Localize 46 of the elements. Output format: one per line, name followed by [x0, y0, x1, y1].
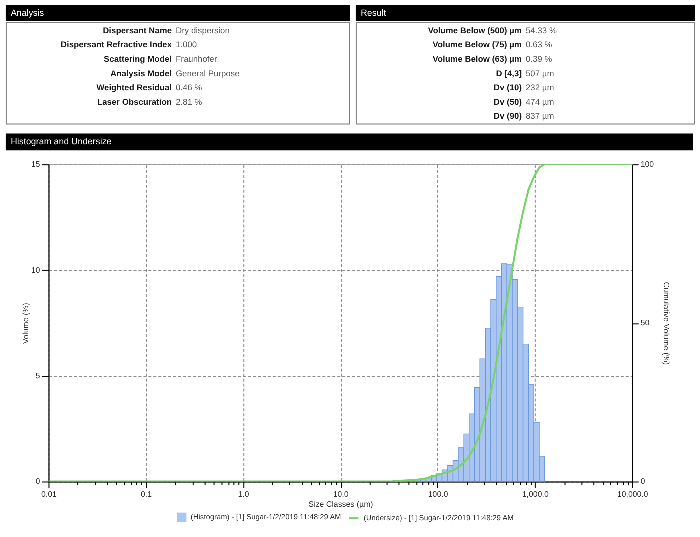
text: Analysis: [10, 8, 45, 18]
x-tick-label: 0.1: [140, 490, 153, 500]
text: Volume Below (500) µm: [428, 25, 522, 36]
text: 837 µm: [526, 111, 554, 122]
x-tick-label: 10,000.0: [617, 490, 649, 500]
text: 474 µm: [526, 96, 554, 107]
text: 2.81 %: [176, 96, 203, 107]
text: Volume Below (63) µm: [432, 54, 522, 64]
y-tick-label: 5: [36, 372, 41, 381]
text: Result: [360, 8, 387, 18]
y2-axis-title: Cumulative Volume (%): [662, 282, 672, 366]
y2-tick-label: 0: [640, 477, 646, 486]
text: D [4,3]: [496, 68, 522, 78]
text: Analysis Model: [110, 68, 172, 78]
text: Dv (50): [494, 96, 522, 107]
text: 0.63 %: [526, 40, 553, 50]
text: Weighted Residual: [96, 82, 172, 93]
y-tick-label: 0: [36, 477, 41, 486]
x-axis-title: Size Classes (µm): [308, 500, 374, 510]
text: Dv (90): [494, 111, 522, 122]
y-tick-label: 15: [31, 160, 41, 170]
x-tick-label: 100.0: [428, 490, 449, 500]
text: Scattering Model: [104, 54, 172, 64]
y2-tick-label: 100: [640, 160, 655, 170]
text: Laser Obscuration: [97, 96, 172, 107]
text: Dv (10): [494, 82, 522, 93]
text: 507 µm: [526, 68, 554, 78]
y-tick-label: 10: [31, 266, 41, 275]
text: Volume Below (75) µm: [432, 40, 522, 50]
text: 0.39 %: [526, 54, 553, 64]
text: 1.000: [176, 40, 198, 50]
text: 54.33 %: [526, 25, 558, 36]
text: Dispersant Refractive Index: [60, 40, 172, 50]
y-axis-title: Volume (%): [21, 302, 30, 344]
x-tick-label: 1.0: [238, 490, 250, 500]
text: General Purpose: [176, 68, 240, 78]
text: 0.46 %: [176, 82, 203, 93]
text: Dry dispersion: [176, 25, 230, 36]
y2-tick-label: 50: [640, 318, 650, 328]
text: Dispersant Name: [103, 25, 172, 36]
x-tick-label: 1,000.0: [522, 490, 550, 500]
x-tick-label: 0.01: [41, 490, 58, 500]
chart-title: Histogram and Undersize: [10, 136, 112, 147]
text: 232 µm: [526, 82, 554, 93]
text: Fraunhofer: [176, 54, 218, 64]
x-tick-label: 10.0: [333, 490, 350, 500]
